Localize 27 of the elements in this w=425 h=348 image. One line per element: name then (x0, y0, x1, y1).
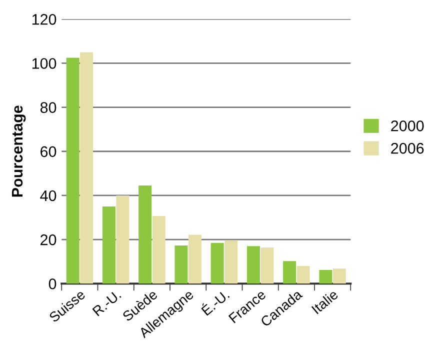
bar (319, 270, 332, 284)
bar (102, 206, 116, 284)
legend-label: 2000 (391, 120, 424, 132)
bar (152, 216, 166, 284)
bar (246, 246, 260, 284)
bar (296, 266, 310, 284)
y-tick-label: 0 (48, 278, 56, 290)
y-tick-label: 100 (32, 58, 56, 69)
bar (260, 247, 274, 284)
bar (80, 52, 94, 284)
y-axis-title: Pourcentage (12, 106, 26, 197)
legend-label: 2006 (391, 142, 424, 154)
bar (66, 58, 80, 284)
bar (224, 240, 238, 284)
y-tick-label: 20 (40, 234, 56, 246)
y-tick-label: 60 (40, 146, 56, 158)
y-tick-label: 40 (40, 190, 56, 202)
bar (283, 261, 296, 284)
bar (188, 234, 202, 284)
bar (174, 245, 188, 284)
x-tick-label: Italie (311, 288, 339, 314)
y-tick-label: 80 (40, 102, 56, 113)
y-tick-label: 120 (32, 14, 56, 25)
bar (332, 268, 346, 284)
bar (116, 195, 130, 284)
bar (210, 242, 224, 284)
bar (138, 186, 152, 284)
